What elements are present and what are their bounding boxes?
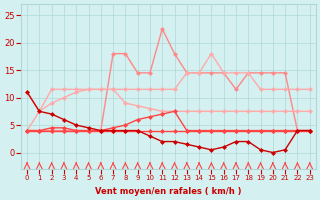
X-axis label: Vent moyen/en rafales ( km/h ): Vent moyen/en rafales ( km/h ) xyxy=(95,187,242,196)
